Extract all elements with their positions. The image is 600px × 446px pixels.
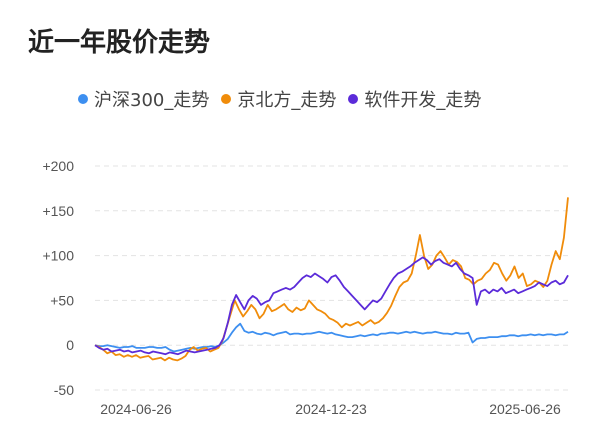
series-line-csi300 <box>94 322 569 353</box>
y-tick-label: 0 <box>66 337 74 353</box>
legend-item-software-dev[interactable]: 软件开发_走势 <box>348 86 481 112</box>
x-tick-label: 2024-06-26 <box>100 401 172 417</box>
x-axis-ticks: 2024-06-26 2024-12-23 2025-06-26 <box>100 401 561 417</box>
legend-marker-csi300 <box>78 94 88 104</box>
x-tick-label: 2025-06-26 <box>489 401 561 417</box>
y-tick-label: +200 <box>42 158 74 174</box>
series-line-software-dev <box>94 256 569 356</box>
x-tick-label: 2024-12-23 <box>295 401 367 417</box>
y-tick-label: -50 <box>54 382 74 398</box>
series-lines <box>94 197 569 362</box>
legend-label-jingbeifang: 京北方_走势 <box>237 90 337 111</box>
series-line-jingbeifang <box>94 197 569 362</box>
y-axis-ticks: -50 0 +50 +100 +150 +200 <box>42 158 74 398</box>
chart-title: 近一年股价走势 <box>28 28 211 58</box>
legend-label-software-dev: 软件开发_走势 <box>364 90 482 111</box>
legend-label-csi300: 沪深300_走势 <box>94 90 210 111</box>
legend-marker-software-dev <box>348 94 359 104</box>
legend-item-jingbeifang[interactable]: 京北方_走势 <box>221 86 336 112</box>
y-tick-label: +100 <box>42 248 74 264</box>
y-tick-label: +50 <box>50 292 74 308</box>
gridlines <box>95 165 568 391</box>
legend-marker-jingbeifang <box>221 94 232 104</box>
y-tick-label: +150 <box>42 203 74 219</box>
chart-legend: 沪深300_走势 京北方_走势 软件开发_走势 <box>78 86 493 112</box>
legend-item-csi300[interactable]: 沪深300_走势 <box>78 86 209 112</box>
